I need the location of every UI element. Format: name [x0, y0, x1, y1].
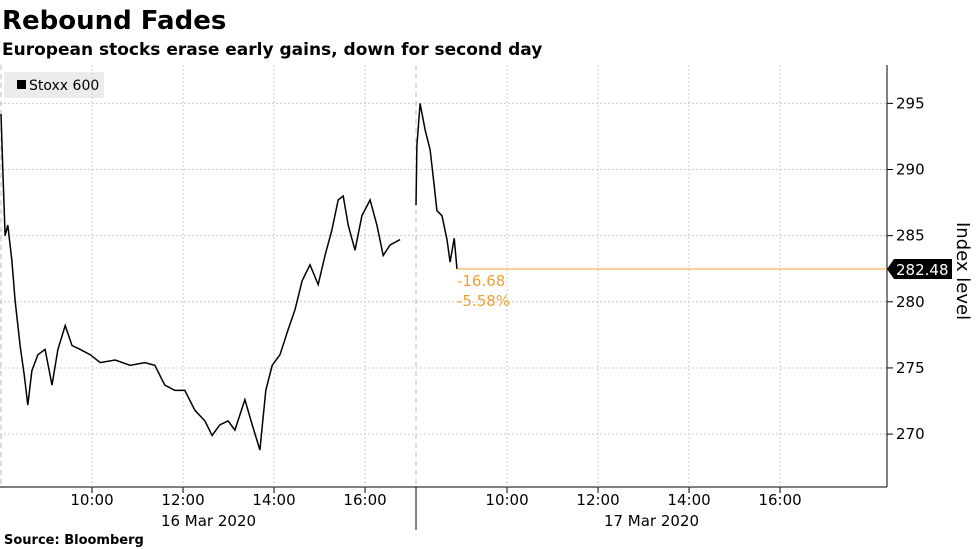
- x-tick-label: 10:00: [485, 491, 528, 509]
- y-tick-label: 285: [896, 227, 925, 245]
- change-pct-label: -5.58%: [457, 292, 510, 310]
- y-tick-label: 295: [896, 94, 925, 112]
- last-value-label: 282.48: [896, 261, 949, 279]
- y-tick-label: 275: [896, 359, 925, 377]
- price-line: [415, 103, 458, 270]
- x-tick-label: 12:00: [576, 491, 619, 509]
- x-tick-label: 14:00: [667, 491, 710, 509]
- chart-title: Rebound Fades: [2, 6, 226, 36]
- x-date-label: 16 Mar 2020: [161, 512, 256, 530]
- y-axis-label: Index level: [952, 222, 973, 320]
- last-value-tag: [887, 258, 952, 279]
- x-tick-label: 16:00: [343, 491, 386, 509]
- y-tick-label: 280: [896, 293, 925, 311]
- change-label: -16.68: [457, 272, 505, 290]
- x-tick-label: 14:00: [252, 491, 295, 509]
- x-date-label: 17 Mar 2020: [604, 512, 699, 530]
- x-tick-label: 16:00: [758, 491, 801, 509]
- chart-subtitle: European stocks erase early gains, down …: [2, 40, 542, 60]
- legend-label: Stoxx 600: [29, 78, 99, 94]
- x-tick-label: 10:00: [70, 491, 113, 509]
- legend-swatch: [17, 80, 26, 89]
- y-tick-label: 290: [896, 161, 925, 179]
- source: Source: Bloomberg: [4, 533, 144, 548]
- x-tick-label: 12:00: [161, 491, 204, 509]
- y-tick-label: 270: [896, 425, 925, 443]
- price-line: [0, 113, 401, 451]
